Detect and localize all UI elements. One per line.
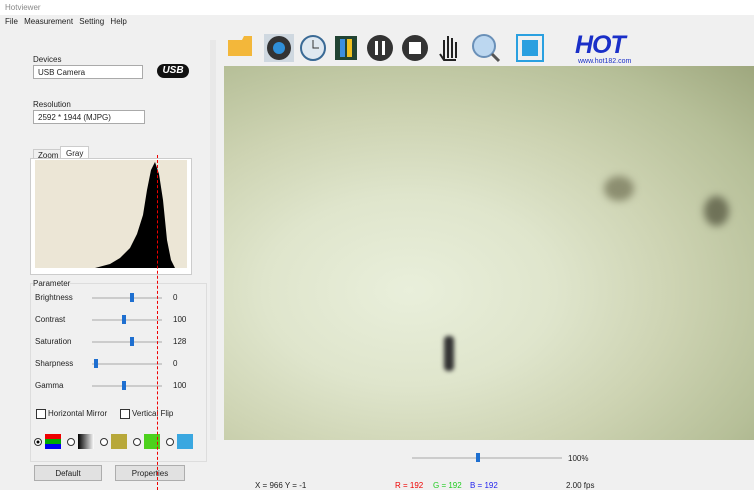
status-r: R = 192 xyxy=(395,481,424,490)
zoom-track xyxy=(412,457,562,459)
resolution-label: Resolution xyxy=(33,100,71,109)
window-title: Hotviewer xyxy=(5,3,41,12)
slider-track xyxy=(92,319,162,321)
menu-item[interactable]: Measurement xyxy=(24,17,74,26)
parameter-value: 0 xyxy=(173,293,178,302)
slider-thumb[interactable] xyxy=(122,315,126,324)
checkbox[interactable]: Vertical Flip xyxy=(120,409,173,419)
tab-active[interactable]: Gray xyxy=(60,146,90,160)
camera-view xyxy=(224,66,754,440)
menu-item[interactable]: File xyxy=(5,17,18,26)
usb-badge: USB xyxy=(157,64,189,78)
parameter-value: 100 xyxy=(173,315,187,324)
status-b: B = 192 xyxy=(470,481,498,490)
slider-track xyxy=(92,363,162,365)
parameter-name: Contrast xyxy=(35,315,66,324)
brand-url: www.hot182.com xyxy=(578,58,632,65)
parameter-name: Brightness xyxy=(35,293,73,302)
status-fps: 2.00 fps xyxy=(566,481,595,490)
parameter-value: 0 xyxy=(173,359,178,368)
histogram xyxy=(35,160,187,268)
slider-thumb[interactable] xyxy=(122,381,126,390)
slider-track xyxy=(92,385,162,387)
zoom-thumb[interactable] xyxy=(476,453,480,462)
parameter-label: Parameter xyxy=(33,279,71,288)
slider-track xyxy=(92,297,162,299)
status-g: G = 192 xyxy=(433,481,462,490)
guide-line xyxy=(157,155,158,490)
toolbar xyxy=(228,34,544,63)
slider-thumb[interactable] xyxy=(130,293,134,302)
menu-bar: File Measurement Setting Help xyxy=(5,17,127,26)
slider-thumb[interactable] xyxy=(130,337,134,346)
parameter-group xyxy=(30,283,207,462)
slider-thumb[interactable] xyxy=(94,359,98,368)
parameter-name: Gamma xyxy=(35,381,64,390)
title-bar xyxy=(0,0,754,15)
device-select[interactable]: USB Camera xyxy=(33,65,143,79)
parameter-value: 100 xyxy=(173,381,187,390)
parameter-name: Sharpness xyxy=(35,359,74,368)
menu-item[interactable]: Setting xyxy=(79,17,105,26)
parameter-value: 128 xyxy=(173,337,187,346)
brand-logo: HOT xyxy=(575,31,626,59)
scrollbar[interactable] xyxy=(210,40,216,440)
zoom-value: 100% xyxy=(568,454,589,463)
slider-track xyxy=(92,341,162,343)
status-position: X = 966 Y = -1 xyxy=(255,481,307,490)
checkbox[interactable]: Horizontal Mirror xyxy=(36,409,107,419)
devices-label: Devices xyxy=(33,55,62,64)
menu-item[interactable]: Help xyxy=(110,17,127,26)
parameter-name: Saturation xyxy=(35,337,72,346)
properties-button[interactable]: Properties xyxy=(115,465,185,481)
default-button[interactable]: Default xyxy=(34,465,102,481)
color-options xyxy=(34,434,193,449)
resolution-select[interactable]: 2592 * 1944 (MJPG) xyxy=(33,110,145,124)
